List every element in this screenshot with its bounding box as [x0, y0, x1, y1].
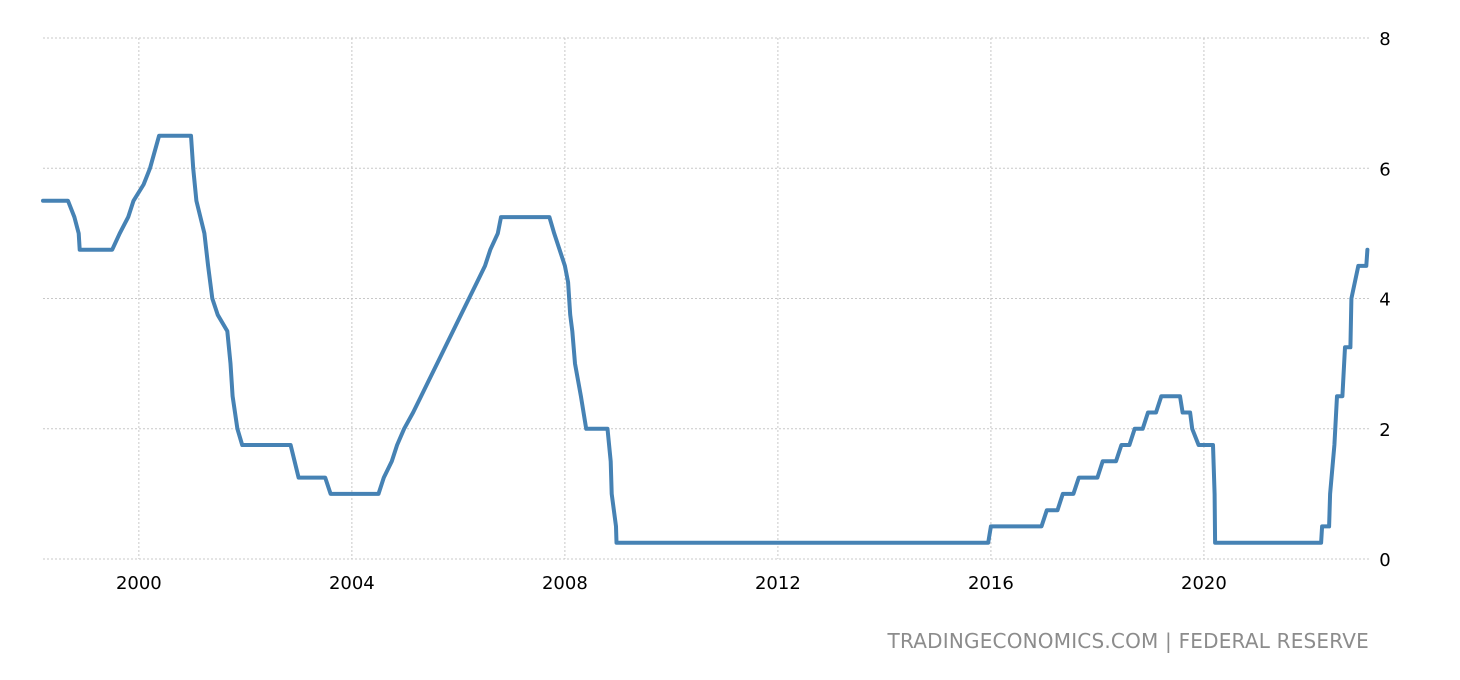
y-tick-label: 8 [1379, 29, 1390, 50]
y-axis-tick-labels: 0 2 4 6 8 [1379, 29, 1390, 571]
vertical-gridlines [138, 38, 1205, 559]
y-tick-label: 6 [1379, 159, 1390, 180]
credit-provider: FEDERAL RESERVE [1178, 629, 1369, 653]
x-tick-label: 2012 [755, 573, 801, 594]
y-tick-label: 4 [1379, 290, 1390, 311]
x-tick-label: 2004 [329, 573, 375, 594]
x-tick-label: 2000 [116, 573, 162, 594]
y-tick-label: 2 [1379, 420, 1390, 441]
y-tick-label: 0 [1379, 550, 1390, 571]
horizontal-gridlines [43, 37, 1369, 560]
interest-rate-line [41, 133, 1370, 545]
x-tick-label: 2008 [542, 573, 588, 594]
x-tick-label: 2020 [1181, 573, 1227, 594]
credit-source: TRADINGECONOMICS.COM [887, 629, 1159, 653]
series-layer [41, 133, 1370, 545]
x-tick-label: 2016 [968, 573, 1014, 594]
credit-separator: | [1165, 629, 1172, 653]
source-credit: TRADINGECONOMICS.COM | FEDERAL RESERVE [888, 629, 1369, 653]
x-axis-tick-labels: 2000 2004 2008 2012 2016 2020 [116, 573, 1227, 594]
